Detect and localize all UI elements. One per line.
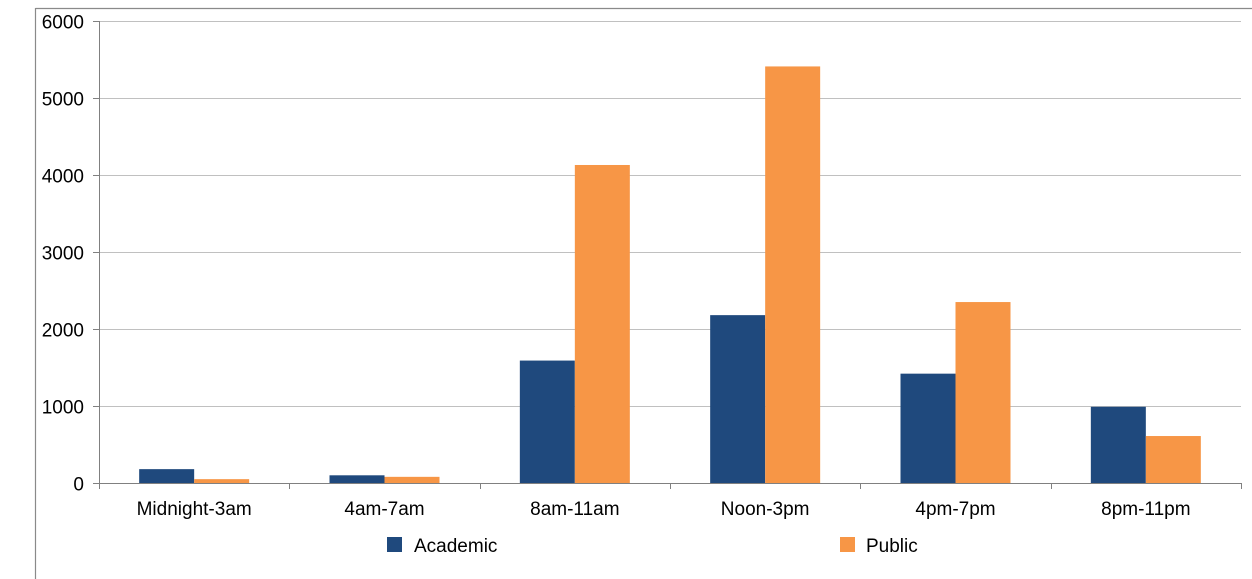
bar-academic-8am-11am: [519, 360, 575, 483]
bar-public-8pm-11pm: [1145, 436, 1201, 483]
legend-swatch-academic: [387, 537, 402, 552]
bar-academic-midnight-3am: [139, 469, 195, 483]
y-tick-label: 5000: [42, 90, 84, 111]
gridlines: [99, 21, 1241, 407]
bars: [139, 66, 1201, 484]
y-tick-label: 2000: [42, 321, 84, 342]
bar-public-4pm-7pm: [955, 302, 1011, 483]
x-tick-label-4am-7am: 4am-7am: [344, 499, 424, 520]
legend: Academic Public: [387, 536, 918, 557]
x-tick-label-4pm-7pm: 4pm-7pm: [915, 499, 995, 520]
bar-public-4am-7am: [384, 476, 440, 483]
bar-public-noon-3pm: [765, 66, 821, 484]
y-tick-label: 6000: [42, 13, 84, 34]
x-tick-label-noon-3pm: Noon-3pm: [721, 499, 810, 520]
y-tick-label: 4000: [42, 167, 84, 188]
legend-label-public: Public: [866, 536, 918, 557]
y-axis-ticks: 0 1000 2000 3000 4000 5000 6000: [42, 13, 84, 496]
legend-swatch-public: [840, 537, 855, 552]
y-tick-label: 3000: [42, 244, 84, 265]
y-tick-label: 0: [73, 475, 84, 496]
bar-public-8am-11am: [574, 164, 630, 484]
bar-academic-noon-3pm: [710, 315, 766, 483]
x-tick-label-8am-11am: 8am-11am: [530, 499, 619, 520]
legend-label-academic: Academic: [414, 536, 497, 557]
x-tick-label-midnight-3am: Midnight-3am: [137, 499, 252, 520]
bar-academic-4am-7am: [329, 475, 385, 483]
x-tick-label-8pm-11pm: 8pm-11pm: [1101, 499, 1190, 520]
x-axis-ticks: Midnight-3am 4am-7am 8am-11am Noon-3pm 4pm-7…: [137, 499, 1191, 520]
bar-academic-8pm-11pm: [1090, 406, 1146, 483]
bar-public-midnight-3am: [194, 479, 250, 483]
axes: [93, 21, 1242, 489]
bar-academic-4pm-7pm: [900, 373, 956, 483]
y-tick-label: 1000: [42, 398, 84, 419]
chart-border: [34, 7, 1252, 579]
